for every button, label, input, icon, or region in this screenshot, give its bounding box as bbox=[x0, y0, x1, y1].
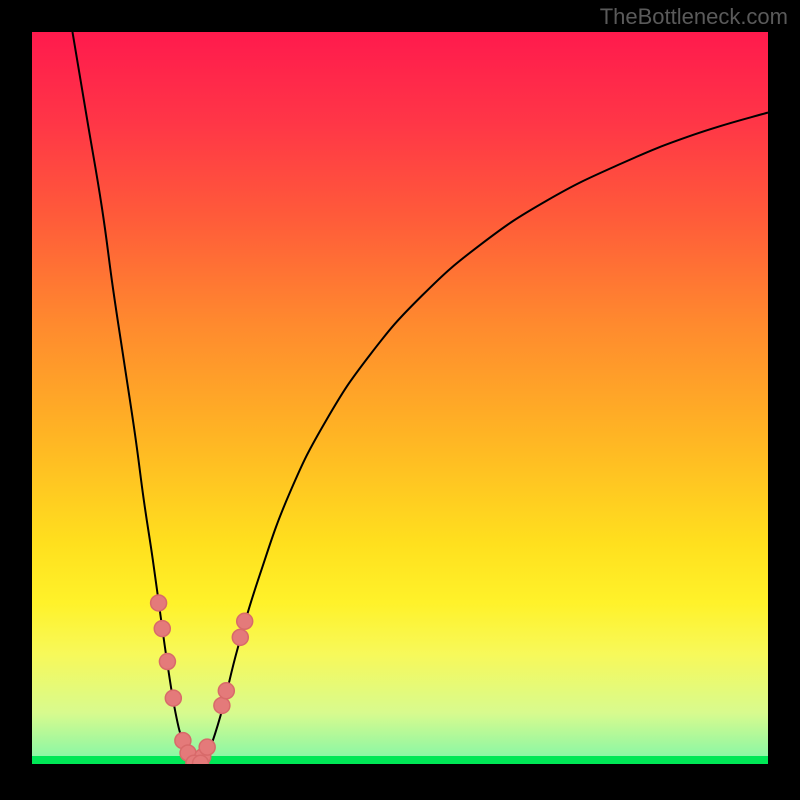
watermark-text: TheBottleneck.com bbox=[600, 4, 788, 30]
green-baseline-strip bbox=[32, 756, 768, 764]
plot-background bbox=[32, 32, 768, 764]
chart-container: TheBottleneck.com bbox=[0, 0, 800, 800]
